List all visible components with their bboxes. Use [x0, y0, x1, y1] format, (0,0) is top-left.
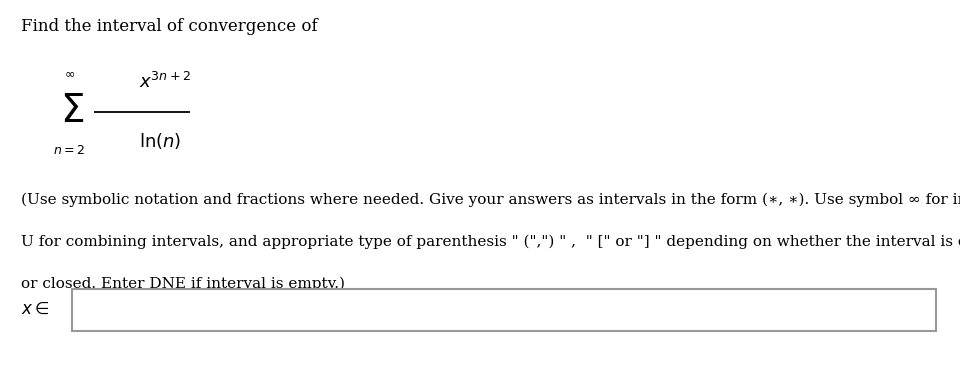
Text: $\ln(n)$: $\ln(n)$ — [139, 131, 181, 151]
Text: $\Sigma$: $\Sigma$ — [60, 93, 84, 130]
Text: (Use symbolic notation and fractions where needed. Give your answers as interval: (Use symbolic notation and fractions whe… — [21, 192, 960, 206]
Text: $\infty$: $\infty$ — [63, 67, 75, 80]
Text: $x^{3n+2}$: $x^{3n+2}$ — [139, 72, 191, 92]
Text: U for combining intervals, and appropriate type of parenthesis " (",") " ,  " [": U for combining intervals, and appropria… — [21, 234, 960, 249]
Text: Find the interval of convergence of: Find the interval of convergence of — [21, 18, 318, 35]
Text: $n=2$: $n=2$ — [53, 143, 85, 157]
FancyBboxPatch shape — [72, 289, 936, 331]
Text: $x \in$: $x \in$ — [21, 301, 50, 318]
Text: or closed. Enter DNE if interval is empty.): or closed. Enter DNE if interval is empt… — [21, 276, 346, 291]
